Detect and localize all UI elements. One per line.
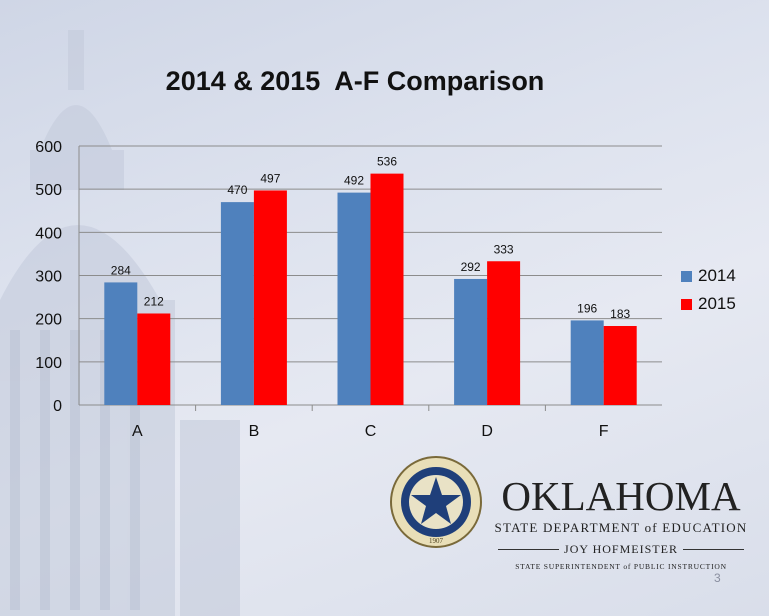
- bar-2015-D: [487, 261, 521, 405]
- bar-2015-B: [253, 190, 287, 405]
- logo-person-row: JOY HOFMEISTER: [493, 542, 749, 557]
- logo-department: STATE DEPARTMENT of EDUCATION: [494, 520, 748, 535]
- data-label: 492: [344, 174, 364, 188]
- logo-office: STATE SUPERINTENDENT of PUBLIC INSTRUCTI…: [515, 562, 727, 571]
- y-tick-label: 200: [35, 312, 62, 329]
- oklahoma-education-logo: OKLAHOMA STATE DEPARTMENT of EDUCATION J…: [493, 474, 749, 571]
- bar-2015-A: [137, 313, 171, 405]
- data-label: 284: [111, 263, 131, 277]
- bar-2014-D: [454, 278, 488, 405]
- y-tick-label: 300: [35, 269, 62, 286]
- bar-2014-F: [570, 320, 604, 405]
- y-tick-label: 0: [53, 398, 62, 415]
- legend-label-2015: 2015: [698, 294, 736, 313]
- data-label: 292: [461, 260, 481, 274]
- legend-item-2015: 2015: [681, 290, 736, 318]
- y-tick-label: 400: [35, 225, 62, 242]
- legend-item-2014: 2014: [681, 262, 736, 290]
- seal-year: 1907: [429, 537, 444, 545]
- data-label: 536: [377, 155, 397, 169]
- y-tick-label: 600: [35, 139, 62, 156]
- y-tick-label: 100: [35, 355, 62, 372]
- bar-2015-F: [603, 326, 637, 405]
- logo-person: JOY HOFMEISTER: [564, 542, 678, 556]
- data-label: 212: [144, 294, 164, 308]
- legend: 2014 2015: [681, 262, 736, 318]
- rule-left: [498, 549, 560, 550]
- bar-2015-C: [370, 173, 404, 405]
- x-tick-label: D: [481, 423, 493, 440]
- data-label: 196: [577, 301, 597, 315]
- data-label: 183: [610, 307, 630, 321]
- data-label: 470: [227, 183, 247, 197]
- state-seal-icon: 1907: [390, 456, 482, 548]
- x-tick-label: B: [249, 423, 260, 440]
- legend-label-2014: 2014: [698, 266, 736, 285]
- x-tick-label: C: [365, 423, 377, 440]
- logo-name: OKLAHOMA: [501, 473, 741, 519]
- legend-swatch-2014: [681, 270, 692, 282]
- rule-right: [682, 549, 744, 550]
- bar-2014-C: [337, 192, 371, 405]
- y-tick-label: 500: [35, 182, 62, 199]
- bar-2014-B: [220, 202, 254, 405]
- x-tick-label: A: [132, 423, 143, 440]
- legend-swatch-2015: [681, 298, 692, 310]
- data-label: 497: [260, 171, 280, 185]
- page-number: 3: [714, 571, 721, 585]
- chart-title: 2014 & 2015 A-F Comparison: [165, 66, 545, 96]
- bar-2014-A: [104, 282, 138, 405]
- data-label: 333: [494, 242, 514, 256]
- x-tick-label: F: [599, 423, 609, 440]
